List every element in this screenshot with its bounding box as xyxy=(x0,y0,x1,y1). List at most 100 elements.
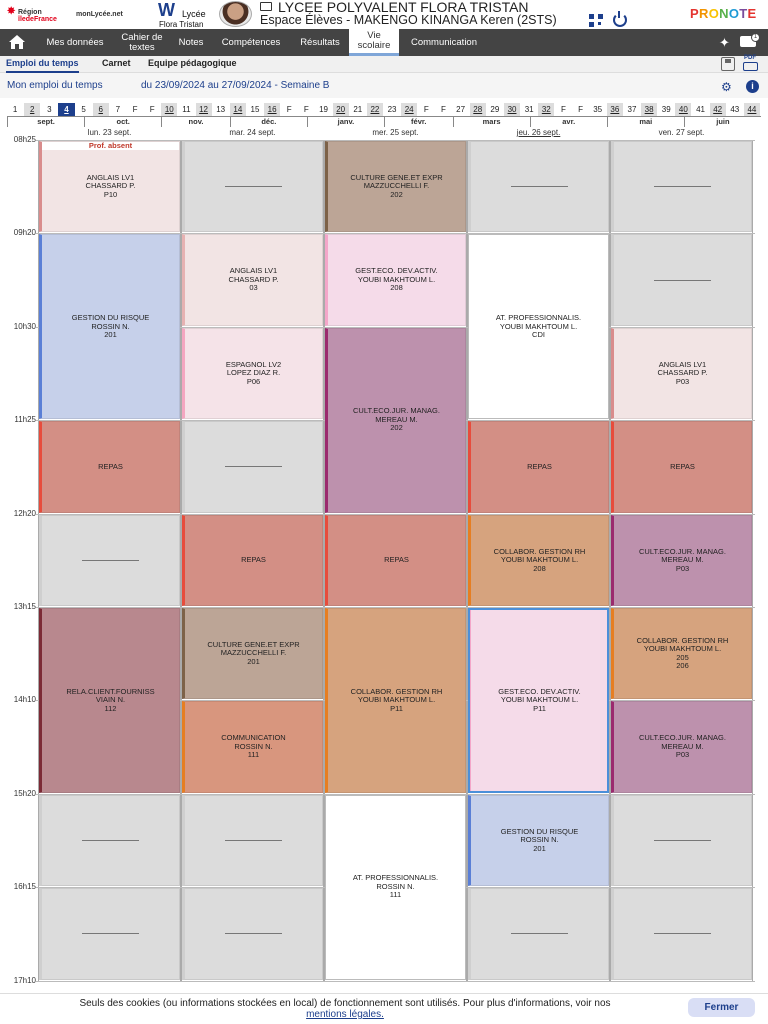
course-room: P10 xyxy=(103,189,118,199)
course-subject: REPAS xyxy=(384,555,409,565)
week-27[interactable]: 27 xyxy=(456,105,466,114)
info-icon[interactable]: i xyxy=(746,80,759,93)
week-21[interactable]: 21 xyxy=(353,105,363,114)
week-12[interactable]: 12 xyxy=(195,103,212,116)
logout-power-icon[interactable] xyxy=(613,11,627,27)
week-30[interactable]: 30 xyxy=(503,103,521,116)
course-cell[interactable]: AT. PROFESSIONNALIS. ROSSIN N. 111 xyxy=(325,794,466,980)
week-13[interactable]: 13 xyxy=(216,105,226,114)
week-11[interactable]: 11 xyxy=(182,105,191,114)
monlycee-logo[interactable]: monLycée.net xyxy=(76,11,123,18)
course-subject: ESPAGNOL LV2 xyxy=(225,359,282,369)
week-1[interactable]: 1 xyxy=(12,105,18,114)
week-7[interactable]: 7 xyxy=(115,105,121,114)
week-10[interactable]: 10 xyxy=(161,103,178,116)
week-5[interactable]: 5 xyxy=(81,105,86,114)
course-teacher: YOUBI MAKHTOUM L. xyxy=(500,555,579,565)
week-41[interactable]: 41 xyxy=(696,105,705,114)
week-20[interactable]: 20 xyxy=(332,103,349,116)
region-star-icon: ✸ xyxy=(7,6,16,17)
week-44[interactable]: 44 xyxy=(743,103,760,116)
nav-cahier-de-textes[interactable]: Cahier de textes xyxy=(114,29,170,56)
empty-slot xyxy=(611,794,752,887)
week-22[interactable]: 22 xyxy=(366,103,383,116)
week-24[interactable]: 24 xyxy=(401,103,418,116)
tab-emploi-du-temps[interactable]: Emploi du temps xyxy=(6,56,79,73)
close-cookie-button[interactable]: Fermer xyxy=(688,998,755,1017)
week-42[interactable]: 42 xyxy=(709,103,726,116)
tab-carnet[interactable]: Carnet xyxy=(102,58,131,68)
course-cell[interactable]: REPAS xyxy=(611,421,752,513)
week-14[interactable]: 14 xyxy=(229,103,246,116)
butterfly-icon[interactable]: ✦ xyxy=(719,35,730,50)
course-cell[interactable]: COLLABOR. GESTION RH YOUBI MAKHTOUM L. 205… xyxy=(611,608,752,700)
week-39[interactable]: 39 xyxy=(661,105,671,114)
course-cell[interactable]: COMMUNICATION ROSSIN N. 111 xyxy=(182,701,323,793)
course-cell[interactable]: CULTURE GENE.ET EXPR MAZZUCCHELLI F. 201 xyxy=(182,608,323,700)
empty-slot xyxy=(611,234,752,326)
empty-dash xyxy=(82,933,139,935)
week-32[interactable]: 32 xyxy=(538,103,555,116)
course-cell[interactable]: RELA.CLIENT.FOURNISS VIAIN N. 112 xyxy=(39,608,180,793)
week-36[interactable]: 36 xyxy=(606,103,623,116)
save-icon[interactable] xyxy=(721,57,735,71)
course-cell[interactable]: REPAS xyxy=(39,421,180,513)
nav-communication[interactable]: Communication xyxy=(400,29,488,56)
course-cell[interactable]: REPAS xyxy=(468,421,609,513)
week-43[interactable]: 43 xyxy=(730,105,740,114)
week-4[interactable]: 4 xyxy=(58,103,75,116)
week-16[interactable]: 16 xyxy=(264,103,281,116)
nav-resultats[interactable]: Résultats xyxy=(292,29,348,56)
avatar[interactable] xyxy=(219,1,252,27)
week-37[interactable]: 37 xyxy=(627,105,637,114)
week-19[interactable]: 19 xyxy=(319,105,328,114)
course-cell[interactable]: ANGLAIS LV1 CHASSARD P. P03 xyxy=(611,327,752,420)
course-cell[interactable]: GESTION DU RISQUE ROSSIN N. 201 xyxy=(468,794,609,887)
course-cell[interactable]: CULT.ECO.JUR. MANAG. MEREAU M. P03 xyxy=(611,701,752,793)
tab-equipe-pedagogique[interactable]: Equipe pédagogique xyxy=(148,58,237,68)
course-teacher: CHASSARD P. xyxy=(85,181,136,191)
messages-icon[interactable]: 1 xyxy=(740,33,760,48)
nav-mes-donnees[interactable]: Mes données xyxy=(36,29,114,56)
course-cell[interactable]: CULT.ECO.JUR. MANAG. MEREAU M. 202 xyxy=(325,327,466,513)
pdf-print-icon[interactable]: PDF xyxy=(742,55,760,72)
week-38[interactable]: 38 xyxy=(641,103,658,116)
course-cell[interactable]: AT. PROFESSIONNALIS. YOUBI MAKHTOUM L. CDI xyxy=(468,234,609,420)
course-cell[interactable]: Prof. absent ANGLAIS LV1 CHASSARD P. P10 xyxy=(39,141,180,233)
course-cell[interactable]: REPAS xyxy=(182,514,323,606)
nav-notes[interactable]: Notes xyxy=(172,29,210,56)
course-cell[interactable]: COLLABOR. GESTION RH YOUBI MAKHTOUM L. 208 xyxy=(468,514,609,606)
week-2[interactable]: 2 xyxy=(24,103,41,116)
week-40[interactable]: 40 xyxy=(675,103,692,116)
course-cell[interactable]: CULTURE GENE.ET EXPR MAZZUCCHELLI F. 202 xyxy=(325,141,466,233)
course-subject: REPAS xyxy=(670,461,695,471)
week-15[interactable]: 15 xyxy=(250,105,260,114)
legal-mentions-link[interactable]: mentions légales. xyxy=(306,1009,384,1020)
course-cell[interactable]: GEST.ECO. DEV.ACTIV. YOUBI MAKHTOUM L. 208 xyxy=(325,234,466,326)
week-3[interactable]: 3 xyxy=(47,105,52,114)
course-room: 201 xyxy=(104,330,117,340)
course-cell[interactable]: COLLABOR. GESTION RH YOUBI MAKHTOUM L. P11 xyxy=(325,608,466,793)
week-6[interactable]: 6 xyxy=(92,103,109,116)
empty-slot xyxy=(39,514,180,606)
course-subject: AT. PROFESSIONNALIS. xyxy=(495,313,582,323)
nav-competences[interactable]: Compétences xyxy=(212,29,290,56)
course-cell[interactable]: ESPAGNOL LV2 LOPEZ DIAZ R. P06 xyxy=(182,327,323,420)
course-cell[interactable]: REPAS xyxy=(325,514,466,606)
region-logo[interactable]: ✸ Région îledeFrance xyxy=(7,6,57,24)
course-cell[interactable]: ANGLAIS LV1 CHASSARD P. 03 xyxy=(182,234,323,326)
main-nav: Mes données Cahier de textes Notes Compé… xyxy=(0,29,768,56)
course-cell[interactable]: CULT.ECO.JUR. MANAG. MEREAU M. P03 xyxy=(611,514,752,606)
home-icon[interactable] xyxy=(9,35,25,49)
qr-code-icon[interactable] xyxy=(589,14,603,27)
course-cell[interactable]: GEST.ECO. DEV.ACTIV. YOUBI MAKHTOUM L. P11 xyxy=(468,608,609,793)
week-29[interactable]: 29 xyxy=(490,105,500,114)
course-cell[interactable]: GESTION DU RISQUE ROSSIN N. 201 xyxy=(39,234,180,420)
week-23[interactable]: 23 xyxy=(387,105,397,114)
week-35[interactable]: 35 xyxy=(593,105,603,114)
week-28[interactable]: 28 xyxy=(469,103,486,116)
nav-vie-scolaire[interactable]: Vie scolaire xyxy=(349,29,399,56)
gear-icon[interactable]: ⚙ xyxy=(721,80,732,94)
week-holiday: F xyxy=(423,105,429,114)
week-31[interactable]: 31 xyxy=(524,105,534,114)
